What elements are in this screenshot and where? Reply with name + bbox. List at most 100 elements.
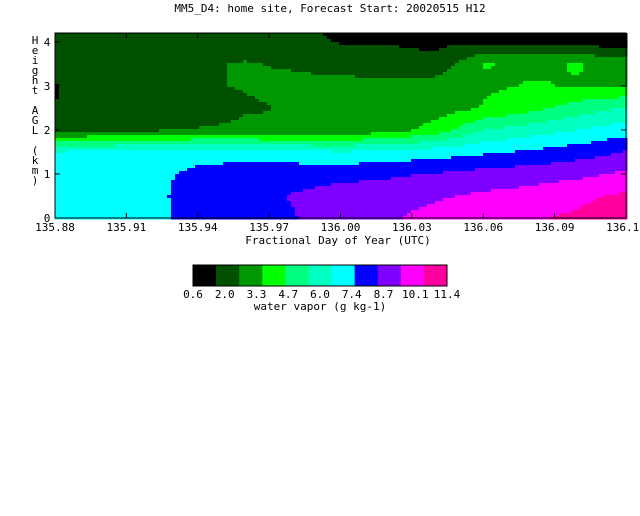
heatmap-cell	[527, 36, 532, 40]
heatmap-cell	[403, 60, 408, 64]
heatmap-cell	[59, 57, 64, 61]
heatmap-cell	[587, 117, 592, 121]
heatmap-cell	[243, 36, 248, 40]
heatmap-cell	[239, 78, 244, 82]
heatmap-cell	[599, 87, 604, 91]
heatmap-cell	[599, 102, 604, 106]
heatmap-cell	[339, 132, 344, 136]
heatmap-cell	[343, 39, 348, 43]
heatmap-cell	[411, 96, 416, 100]
heatmap-cell	[255, 105, 260, 109]
heatmap-cell	[411, 81, 416, 85]
heatmap-cell	[291, 57, 296, 61]
heatmap-cell	[119, 102, 124, 106]
heatmap-cell	[383, 78, 388, 82]
heatmap-cell	[211, 63, 216, 67]
heatmap-cell	[515, 42, 520, 46]
heatmap-cell	[423, 102, 428, 106]
heatmap-cell	[591, 90, 596, 94]
heatmap-cell	[455, 99, 460, 103]
heatmap-cell	[523, 78, 528, 82]
heatmap-cell	[203, 81, 208, 85]
heatmap-cell	[239, 105, 244, 109]
heatmap-cell	[99, 117, 104, 121]
heatmap-cell	[571, 57, 576, 61]
heatmap-cell	[395, 78, 400, 82]
heatmap-cell	[251, 129, 256, 133]
heatmap-cell	[79, 135, 84, 139]
heatmap-cell	[471, 45, 476, 49]
heatmap-cell	[391, 81, 396, 85]
heatmap-cell	[283, 45, 288, 49]
heatmap-cell	[431, 84, 436, 88]
heatmap-cell	[471, 78, 476, 82]
heatmap-cell	[415, 72, 420, 76]
heatmap-cell	[535, 99, 540, 103]
heatmap-cell	[491, 48, 496, 52]
heatmap-cell	[187, 72, 192, 76]
heatmap-cell	[143, 84, 148, 88]
heatmap-cell	[523, 87, 528, 91]
heatmap-cell	[539, 66, 544, 70]
heatmap-cell	[579, 120, 584, 124]
heatmap-cell	[511, 33, 516, 37]
heatmap-cell	[295, 102, 300, 106]
heatmap-cell	[295, 114, 300, 118]
heatmap-cell	[79, 129, 84, 133]
heatmap-cell	[71, 102, 76, 106]
heatmap-cell	[247, 123, 252, 127]
heatmap-cell	[451, 54, 456, 58]
heatmap-cell	[583, 114, 588, 118]
heatmap-cell	[435, 105, 440, 109]
heatmap-cell	[575, 81, 580, 85]
heatmap-cell	[331, 135, 336, 139]
heatmap-cell	[295, 87, 300, 91]
heatmap-cell	[67, 63, 72, 67]
heatmap-cell	[547, 105, 552, 109]
heatmap-cell	[107, 81, 112, 85]
heatmap-cell	[59, 99, 64, 103]
heatmap-cell	[83, 129, 88, 133]
heatmap-cell	[211, 129, 216, 133]
heatmap-cell	[151, 108, 156, 112]
heatmap-cell	[591, 105, 596, 109]
heatmap-cell	[359, 93, 364, 97]
heatmap-cell	[315, 87, 320, 91]
heatmap-cell	[71, 39, 76, 43]
heatmap-cell	[251, 108, 256, 112]
heatmap-cell	[611, 129, 616, 133]
heatmap-cell	[355, 66, 360, 70]
heatmap-cell	[107, 93, 112, 97]
heatmap-cell	[247, 42, 252, 46]
heatmap-cell	[327, 81, 332, 85]
heatmap-cell	[139, 39, 144, 43]
heatmap-cell	[531, 42, 536, 46]
heatmap-cell	[567, 93, 572, 97]
heatmap-cell	[387, 39, 392, 43]
heatmap-cell	[415, 39, 420, 43]
heatmap-cell	[211, 84, 216, 88]
heatmap-cell	[287, 42, 292, 46]
heatmap-cell	[535, 36, 540, 40]
heatmap-cell	[211, 36, 216, 40]
heatmap-cell	[219, 57, 224, 61]
heatmap-cell	[355, 126, 360, 130]
heatmap-cell	[267, 81, 272, 85]
heatmap-cell	[95, 57, 100, 61]
heatmap-cell	[451, 108, 456, 112]
heatmap-cell	[559, 45, 564, 49]
heatmap-cell	[347, 117, 352, 121]
heatmap-cell	[375, 111, 380, 115]
heatmap-cell	[611, 48, 616, 52]
heatmap-cell	[99, 72, 104, 76]
heatmap-cell	[331, 81, 336, 85]
heatmap-cell	[607, 45, 612, 49]
heatmap-cell	[387, 81, 392, 85]
heatmap-cell	[439, 126, 444, 130]
heatmap-cell	[123, 36, 128, 40]
heatmap-cell	[99, 90, 104, 94]
heatmap-cell	[83, 87, 88, 91]
heatmap-cell	[243, 129, 248, 133]
heatmap-cell	[443, 75, 448, 79]
heatmap-cell	[363, 90, 368, 94]
